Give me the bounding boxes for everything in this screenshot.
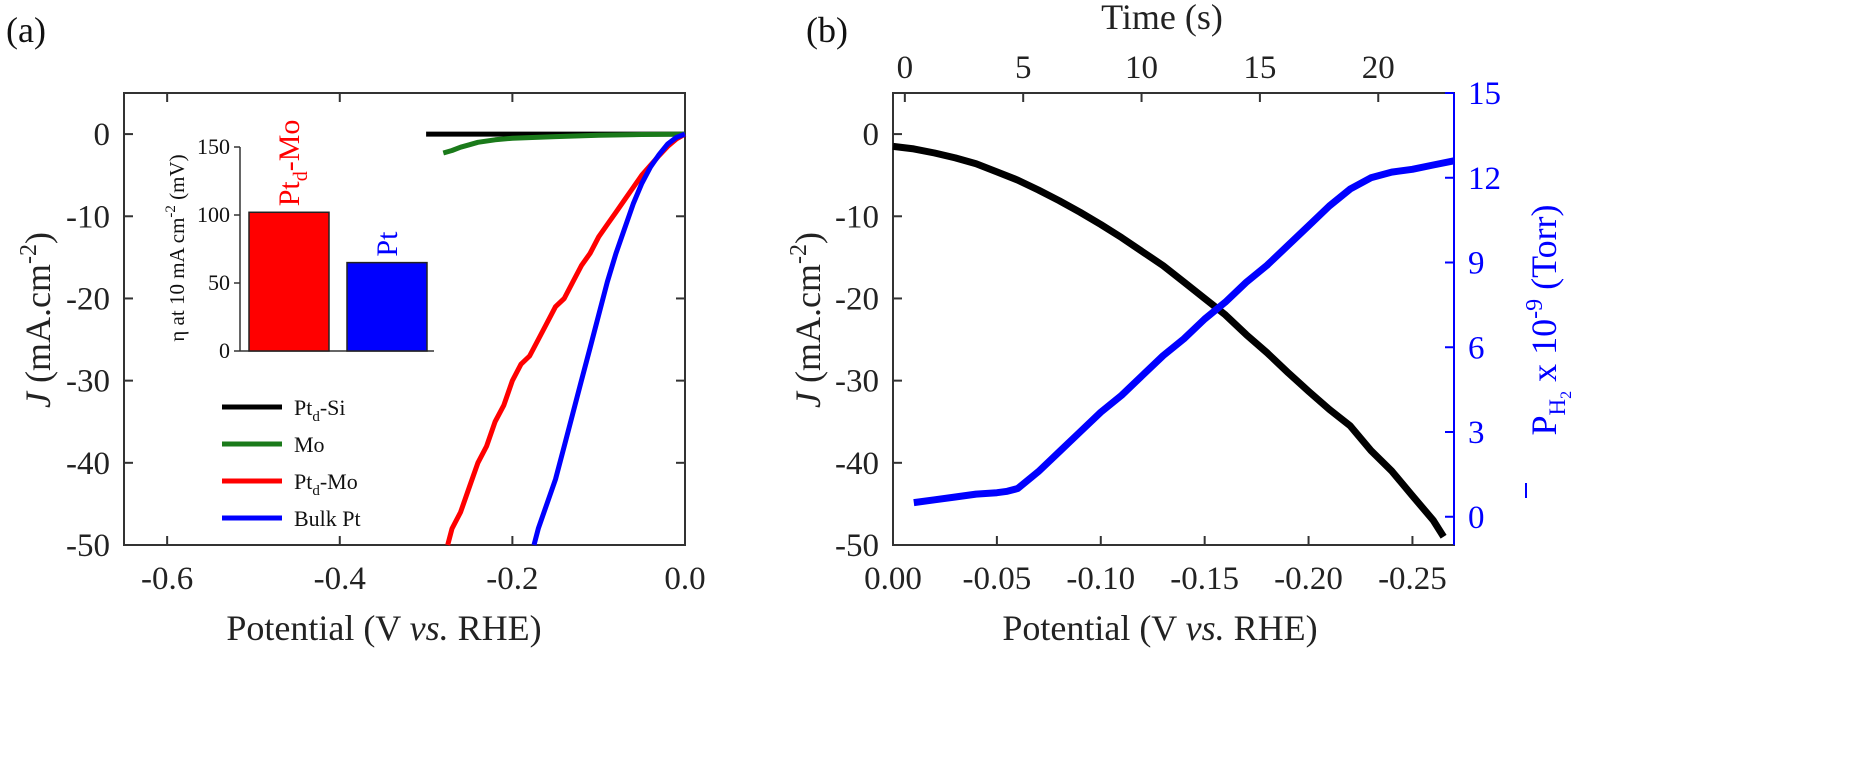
panel-a-y-tick-label: -40 xyxy=(66,446,110,482)
panel-a-y-tick-label: -20 xyxy=(66,281,110,317)
panel-a-y-tick-label: -10 xyxy=(66,199,110,235)
panel-a-x-tick-label: -0.4 xyxy=(314,561,366,597)
panel-a-x-axis-label: Potential (V vs. RHE) xyxy=(226,608,541,648)
legend-label: Ptd-Si xyxy=(294,395,346,425)
panel-b-top-ticks: 0 5 10 15 20 xyxy=(897,50,1395,102)
panel-b-series xyxy=(892,142,1455,539)
panel-b-top-tick-label: 0 xyxy=(897,50,914,86)
panel-b-top-tick-label: 20 xyxy=(1362,50,1395,86)
legend-label: Ptd-Mo xyxy=(294,469,358,499)
panel-a-x-tick-label: -0.2 xyxy=(486,561,538,597)
panel-a-x-tick-label: -0.6 xyxy=(141,561,193,597)
svg-text:PH2 x 10-9 (Torr): PH2 x 10-9 (Torr) xyxy=(1522,204,1575,435)
panel-b-y-tick-label: -20 xyxy=(835,281,879,317)
panel-b-right-tick-label: 12 xyxy=(1468,161,1501,197)
panel-a-legend: Ptd-Si Mo Ptd-Mo Bulk Pt xyxy=(222,395,361,531)
panel-b-x-tick-label: -0.10 xyxy=(1066,561,1135,597)
panel-b-y-tick-label: -50 xyxy=(835,528,879,564)
panel-b-x-tick-label: -0.25 xyxy=(1378,561,1447,597)
inset-bar-label: Ptd-Mo xyxy=(273,120,312,207)
panel-a-plot-frame xyxy=(123,92,686,546)
legend-label: Mo xyxy=(294,432,325,457)
inset-y-tick-label: 100 xyxy=(197,202,230,227)
panel-b-y-tick-label: -40 xyxy=(835,446,879,482)
panel-b-y-tick-label: -30 xyxy=(835,364,879,400)
panel-a-series-ptd-mo xyxy=(445,131,687,546)
inset-bar-chart: 0 50 100 150 Ptd-Mo Pt η at 10 mA cm-2 (mV) xyxy=(163,120,434,363)
inset-y-tick-label: 0 xyxy=(219,338,230,363)
panel-b-x-tick-label: 0.00 xyxy=(864,561,922,597)
panel-a-y-tick-label: -50 xyxy=(66,528,110,564)
inset-bars: Ptd-Mo Pt xyxy=(248,120,428,352)
panel-a-y-ticks: 0 -10 -20 -30 -40 -50 xyxy=(66,117,685,564)
panel-b-x-axis-label: Potential (V vs. RHE) xyxy=(1002,608,1317,648)
panel-b-series-h2-pressure xyxy=(913,157,1455,507)
inset-bar-ptd-mo xyxy=(248,211,330,352)
panel-b-series-current-density xyxy=(892,142,1447,539)
panel-b-top-axis-label: Time (s) xyxy=(1101,0,1223,37)
panel-a-x-ticks: -0.6 -0.4 -0.2 0.0 xyxy=(141,93,706,597)
panel-a-series-mo xyxy=(442,131,686,156)
panel-a-series xyxy=(426,131,687,546)
panel-b-right-tick-label: 15 xyxy=(1468,76,1501,112)
panel-b-top-tick-label: 5 xyxy=(1015,50,1032,86)
panel-b-x-ticks: 0.00 -0.05 -0.10 -0.15 -0.20 -0.25 xyxy=(864,536,1447,597)
inset-bar-pt xyxy=(346,261,428,352)
panel-b-x-tick-label: -0.15 xyxy=(1170,561,1239,597)
panel-a-y-tick-label: -30 xyxy=(66,364,110,400)
panel-b-x-tick-label: -0.05 xyxy=(963,561,1032,597)
legend-label: Bulk Pt xyxy=(294,506,361,531)
panel-a-x-tick-label: 0.0 xyxy=(664,561,705,597)
panel-b: (b) 0 -10 -20 -30 -40 -50 0.00 -0.05 -0.10 -0.15… xyxy=(786,0,1575,648)
panel-a: (a) 0 -10 -20 -30 -40 -50 -0.6 -0.4 -0.2 0.0 J (… xyxy=(6,10,706,648)
panel-b-right-ticks: 0 3 6 9 12 15 xyxy=(1445,76,1501,536)
panel-b-y-axis-label: J (mA.cm-2) xyxy=(786,232,828,408)
panel-b-top-tick-label: 15 xyxy=(1243,50,1276,86)
inset-y-axis-label: η at 10 mA cm-2 (mV) xyxy=(163,154,189,341)
panel-b-right-tick-label: 3 xyxy=(1468,415,1485,451)
panel-b-right-tick-label: 9 xyxy=(1468,246,1485,282)
panel-a-series-bulk-pt xyxy=(531,131,686,546)
inset-y-ticks: 0 50 100 150 xyxy=(197,134,240,363)
panel-b-right-tick-label: 6 xyxy=(1468,330,1485,366)
panel-b-y-tick-label: -10 xyxy=(835,199,879,235)
panel-b-y-tick-label: 0 xyxy=(863,117,880,153)
panel-b-label: (b) xyxy=(806,10,848,50)
inset-y-tick-label: 150 xyxy=(197,134,230,159)
inset-y-tick-label: 50 xyxy=(208,270,230,295)
panel-a-y-axis-label: J (mA.cm-2) xyxy=(16,232,58,408)
panel-b-right-axis-label: PH2 x 10-9 (Torr) xyxy=(1522,204,1575,498)
panel-b-right-tick-label: 0 xyxy=(1468,500,1485,536)
panel-b-top-tick-label: 10 xyxy=(1125,50,1158,86)
inset-bar-label: Pt xyxy=(371,231,404,257)
panel-a-y-tick-label: 0 xyxy=(94,117,111,153)
panel-b-x-tick-label: -0.20 xyxy=(1274,561,1343,597)
panel-b-y-ticks: 0 -10 -20 -30 -40 -50 xyxy=(835,117,902,564)
panel-a-label: (a) xyxy=(6,10,46,50)
